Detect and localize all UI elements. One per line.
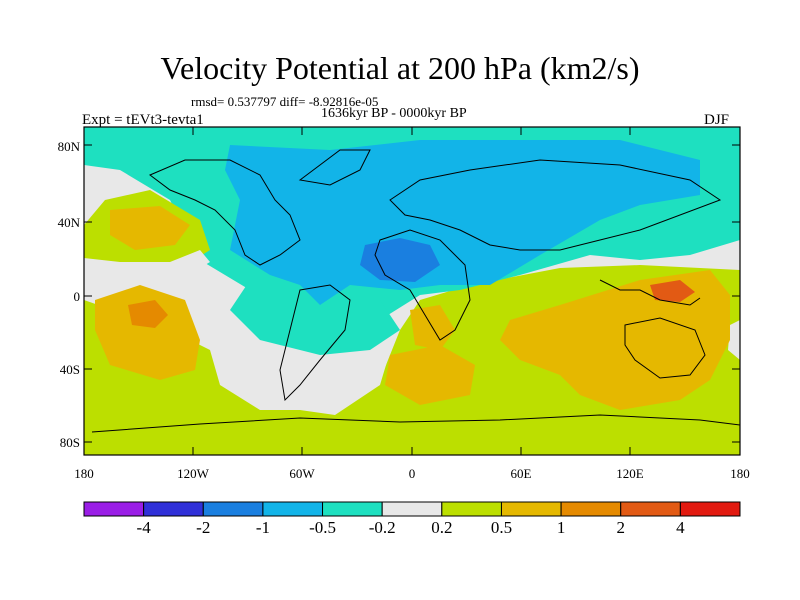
field-red-indo xyxy=(650,280,695,302)
colorbar-swatch xyxy=(202,501,264,517)
lat-label-eq: 0 xyxy=(73,289,81,304)
period-line: 1636kyr BP - 0000kyr BP xyxy=(321,106,467,121)
coast-north-america xyxy=(149,159,301,266)
stats-line: rmsd= 0.537797 diff= -8.92816e-05 xyxy=(191,94,379,109)
lon-label-120w: 120W xyxy=(177,466,209,481)
field-orange-satl xyxy=(385,345,475,405)
field-south-grey xyxy=(300,335,395,415)
coast-greenland xyxy=(298,149,371,186)
coastlines xyxy=(91,149,740,433)
colorbar-label: -2 xyxy=(196,518,211,537)
coast-antarctica xyxy=(91,414,740,433)
contour-field xyxy=(84,127,740,455)
colorbar-label: 0.5 xyxy=(490,518,513,537)
colorbar-swatch xyxy=(381,501,443,517)
colorbar-swatch xyxy=(322,501,383,517)
colorbar-swatch xyxy=(262,501,324,517)
lat-label-80n: 80N xyxy=(57,139,80,154)
coast-africa xyxy=(374,229,471,341)
field-orange-spac xyxy=(95,285,200,380)
lat-tick-marks xyxy=(84,144,740,443)
colorbar-label: 0.2 xyxy=(431,518,453,537)
colorbar-swatch xyxy=(560,501,622,517)
coast-south-america xyxy=(279,284,351,402)
coast-australia xyxy=(624,317,706,379)
colorbar-swatch xyxy=(143,501,204,517)
lon-tick-marks xyxy=(192,127,631,455)
colorbar-label: -1 xyxy=(255,518,270,537)
coast-maritime-continent xyxy=(599,279,701,306)
colorbar xyxy=(83,501,741,517)
lon-label-60w: 60W xyxy=(289,466,315,481)
experiment-label: Expt = tEVt3-tevta1 xyxy=(82,112,204,128)
lat-label-40s: 40S xyxy=(59,362,80,377)
season-label: DJF xyxy=(704,112,730,128)
lon-label-180w: 180 xyxy=(74,466,94,481)
field-orange-npac xyxy=(110,206,190,250)
lon-label-120e: 120E xyxy=(616,466,644,481)
colorbar-swatch xyxy=(620,501,681,517)
colorbar-label: 2 xyxy=(616,518,625,537)
field-blue-north xyxy=(225,140,700,305)
field-darkorange-spac xyxy=(128,300,168,328)
colorbar-label: -0.5 xyxy=(309,518,336,537)
colorbar-label: 1 xyxy=(556,518,566,537)
colorbar-swatch xyxy=(679,501,741,517)
lon-label-180e: 180 xyxy=(730,466,750,481)
field-pacific-grey xyxy=(84,250,210,285)
colorbar-swatch xyxy=(441,501,502,517)
colorbar-label: -0.2 xyxy=(368,518,396,537)
lat-label-40n: 40N xyxy=(57,215,80,230)
coast-eurasia xyxy=(389,159,722,251)
map-title: Velocity Potential at 200 hPa (km2/s) xyxy=(160,50,640,86)
colorbar-swatch xyxy=(83,501,145,517)
field-orange-indo xyxy=(500,270,730,410)
lon-label-60e: 60E xyxy=(510,466,532,481)
field-neutral-east xyxy=(728,320,740,360)
field-blue-africa xyxy=(360,238,440,282)
lon-label-0: 0 xyxy=(408,466,416,481)
colorbar-label: -4 xyxy=(136,518,151,537)
colorbar-swatch xyxy=(500,501,562,517)
lat-label-80s: 80S xyxy=(59,435,80,450)
colorbar-label: 4 xyxy=(676,518,685,537)
field-teal-tropics xyxy=(230,280,400,355)
